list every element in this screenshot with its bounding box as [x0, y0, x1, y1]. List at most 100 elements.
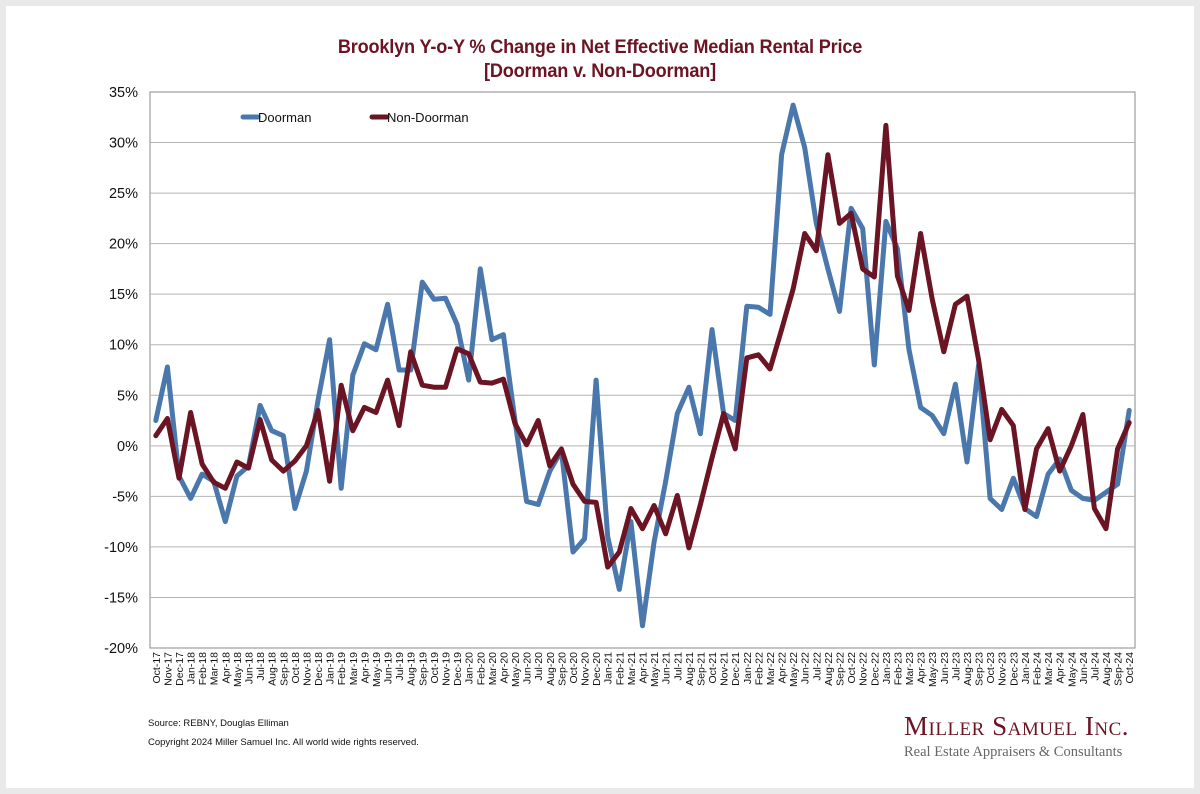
x-tick-label: Oct-17 [151, 652, 163, 684]
x-tick-label: Oct-20 [568, 652, 580, 684]
x-tick-label: Apr-19 [359, 652, 371, 684]
y-tick-label: 0% [117, 439, 138, 455]
x-tick-label: Mar-20 [487, 652, 499, 685]
x-tick-label: Dec-20 [591, 652, 603, 686]
x-tick-label: Jan-23 [881, 652, 893, 684]
x-tick-label: May-21 [649, 652, 661, 687]
series-line-non-doorman [153, 122, 1132, 570]
x-tick-label: Mar-24 [1043, 652, 1055, 685]
x-tick-label: Sep-19 [417, 652, 429, 686]
x-tick-label: Sep-23 [974, 652, 986, 686]
x-tick-label: Nov-23 [997, 652, 1009, 686]
x-tick-label: Jun-20 [522, 652, 534, 684]
x-tick-label: Aug-22 [823, 652, 835, 686]
y-tick-label: 35% [109, 85, 138, 101]
y-tick-label: 10% [109, 338, 138, 354]
x-tick-label: Oct-23 [985, 652, 997, 684]
legend-label: Non-Doorman [387, 110, 469, 125]
x-tick-label: Mar-18 [209, 652, 221, 685]
y-tick-label: 30% [109, 136, 138, 152]
x-tick-label: Dec-22 [869, 652, 881, 686]
y-tick-label: 20% [109, 237, 138, 253]
x-tick-label: Oct-19 [429, 652, 441, 684]
x-tick-label: Mar-19 [348, 652, 360, 685]
x-tick-label: May-22 [788, 652, 800, 687]
x-tick-label: Aug-24 [1101, 652, 1113, 686]
x-tick-label: Jul-18 [255, 652, 267, 681]
x-tick-label: Apr-18 [220, 652, 232, 684]
y-tick-label: -5% [112, 489, 138, 505]
x-tick-label: May-20 [510, 652, 522, 687]
y-tick-label: -15% [104, 590, 138, 606]
x-tick-label: Jul-20 [533, 652, 545, 681]
x-tick-label: Jan-21 [603, 652, 615, 684]
x-tick-label: Nov-18 [301, 652, 313, 686]
x-tick-label: May-18 [232, 652, 244, 687]
x-tick-label: Nov-17 [162, 652, 174, 686]
x-tick-label: May-23 [927, 652, 939, 687]
x-tick-label: Mar-21 [626, 652, 638, 685]
x-tick-label: Aug-18 [267, 652, 279, 686]
x-tick-label: May-19 [371, 652, 383, 687]
x-tick-label: Dec-21 [730, 652, 742, 686]
x-tick-label: Oct-22 [846, 652, 858, 684]
x-tick-label: Feb-18 [197, 652, 209, 685]
x-tick-label: Jul-19 [394, 652, 406, 681]
x-tick-label: Apr-20 [498, 652, 510, 684]
x-tick-label: Feb-19 [336, 652, 348, 685]
x-tick-label: Dec-17 [174, 652, 186, 686]
x-tick-label: Sep-21 [695, 652, 707, 686]
x-tick-label: Jan-22 [742, 652, 754, 684]
x-tick-label: Jun-23 [939, 652, 951, 684]
x-tick-label: Nov-21 [719, 652, 731, 686]
legend-label: Doorman [258, 110, 311, 125]
chart-title: Brooklyn Y-o-Y % Change in Net Effective… [337, 36, 863, 58]
x-tick-label: Dec-18 [313, 652, 325, 686]
x-tick-label: Feb-22 [753, 652, 765, 685]
x-tick-label: Apr-24 [1055, 652, 1067, 684]
x-tick-label: Jun-18 [244, 652, 256, 684]
x-tick-label: Jul-22 [811, 652, 823, 681]
x-tick-label: Apr-22 [777, 652, 789, 684]
x-tick-label: Jun-21 [661, 652, 673, 684]
x-tick-label: Aug-23 [962, 652, 974, 686]
x-tick-label: Jan-20 [464, 652, 476, 684]
x-tick-label: Sep-22 [835, 652, 847, 686]
copyright-note: Copyright 2024 Miller Samuel Inc. All wo… [148, 737, 419, 748]
x-tick-label: Aug-20 [545, 652, 557, 686]
x-tick-label: Aug-19 [406, 652, 418, 686]
y-tick-label: 5% [117, 388, 138, 404]
x-tick-label: Nov-20 [580, 652, 592, 686]
y-tick-label: 25% [109, 186, 138, 202]
x-tick-label: Mar-22 [765, 652, 777, 685]
y-tick-label: -10% [104, 540, 138, 556]
x-tick-label: Jan-18 [186, 652, 198, 684]
x-tick-label: Dec-23 [1008, 652, 1020, 686]
company-logo: Miller Samuel Inc. [904, 711, 1130, 741]
x-tick-label: May-24 [1066, 652, 1078, 687]
x-tick-label: Feb-21 [614, 652, 626, 685]
x-tick-label: Sep-20 [556, 652, 568, 686]
x-tick-label: Aug-21 [684, 652, 696, 686]
x-tick-label: Jun-19 [383, 652, 395, 684]
x-tick-label: Jun-24 [1078, 652, 1090, 684]
y-tick-label: -20% [104, 641, 138, 657]
x-tick-label: Oct-24 [1124, 652, 1136, 684]
x-tick-label: Sep-18 [278, 652, 290, 686]
x-tick-label: Apr-21 [638, 652, 650, 684]
company-tagline: Real Estate Appraisers & Consultants [904, 744, 1123, 760]
x-tick-label: Jul-21 [672, 652, 684, 681]
source-note: Source: REBNY, Douglas Elliman [148, 718, 289, 729]
x-tick-label: Jun-22 [800, 652, 812, 684]
x-tick-label: Jul-23 [950, 652, 962, 681]
x-tick-label: Sep-24 [1113, 652, 1125, 686]
x-tick-label: Mar-23 [904, 652, 916, 685]
x-tick-label: Feb-23 [892, 652, 904, 685]
x-tick-label: Jan-19 [325, 652, 337, 684]
x-tick-label: Oct-18 [290, 652, 302, 684]
x-tick-label: Nov-22 [858, 652, 870, 686]
x-tick-label: Jan-24 [1020, 652, 1032, 684]
x-tick-label: Oct-21 [707, 652, 719, 684]
plot-area [149, 91, 1136, 649]
y-tick-label: 15% [109, 287, 138, 303]
